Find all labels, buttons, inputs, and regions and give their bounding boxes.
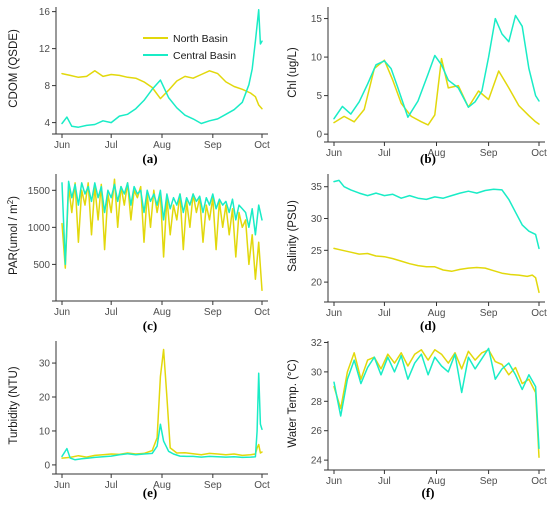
y-tick-label: 0 (44, 460, 50, 471)
y-axis-title: PAR(umol / m2) (6, 196, 21, 275)
x-tick-label: Jun (326, 308, 342, 319)
y-tick-label: 8 (44, 81, 50, 92)
x-tick-label: Jul (378, 308, 391, 319)
series-line-north-basin (333, 57, 540, 126)
panel-label: (c) (143, 318, 157, 333)
x-tick-label: Jul (378, 476, 391, 487)
y-tick-label: 20 (311, 278, 323, 289)
series-line-central-basin (333, 14, 540, 120)
series-line-north-basin (333, 247, 540, 294)
y-tick-label: 1500 (28, 186, 51, 197)
x-tick-label: Sep (204, 307, 222, 318)
legend-label-north-basin: North Basin (173, 33, 228, 45)
y-tick-label: 20 (39, 393, 51, 404)
panel-label: (f) (422, 485, 435, 500)
chart-panel-f: 24 26 28 30 32 Jun Jul Aug Sep Oct Water Temp. (°C… (287, 338, 547, 500)
series-line-central-basin (333, 179, 540, 250)
x-tick-label: Oct (531, 148, 547, 159)
y-tick-label: 30 (311, 367, 323, 378)
y-tick-label: 10 (311, 53, 323, 64)
x-tick-label: Jul (378, 148, 391, 159)
y-tick-label: 35 (311, 182, 323, 193)
y-axis-title: CDOM (QSDE) (8, 29, 20, 108)
y-tick-label: 10 (39, 426, 51, 437)
y-tick-label: 26 (311, 426, 323, 437)
chart-panel-d: 20 25 30 35 Jun Jul Aug Sep Oct Salinity (PSU) (d) (287, 174, 547, 333)
panel-label: (a) (142, 151, 157, 166)
panel-label: (d) (420, 318, 436, 333)
x-tick-label: Aug (153, 307, 171, 318)
series-line-central-basin (61, 9, 263, 128)
series-line-central-basin (61, 180, 263, 266)
x-tick-label: Jul (105, 480, 118, 491)
series-line-north-basin (333, 349, 540, 458)
y-tick-label: 32 (311, 338, 323, 349)
y-axis-title: Water Temp. (°C) (287, 359, 299, 447)
y-axis-title: Salinity (PSU) (287, 200, 299, 272)
x-tick-label: Aug (428, 148, 446, 159)
y-tick-label: 0 (316, 130, 322, 141)
x-tick-label: Oct (531, 476, 547, 487)
y-tick-label: 12 (39, 44, 51, 55)
chart-panel-c: 500 1000 1500 Jun Jul Aug Sep Oct PAR(umol / m2)… (6, 174, 270, 333)
x-tick-label: Sep (204, 480, 222, 491)
series-line-central-basin (333, 347, 540, 450)
y-tick-label: 15 (311, 14, 323, 25)
x-tick-label: Oct (254, 140, 270, 151)
series-line-north-basin (61, 70, 263, 110)
x-tick-label: Jun (54, 140, 70, 151)
x-tick-label: Aug (153, 480, 171, 491)
x-tick-label: Aug (428, 476, 446, 487)
series-line-north-basin (61, 178, 263, 292)
y-tick-label: 25 (311, 246, 323, 257)
x-tick-label: Oct (531, 308, 547, 319)
x-tick-label: Sep (480, 476, 498, 487)
chart-panel-e: 0 10 20 30 Jun Jul Aug Sep Oct Turbidity (NTU) (e) (8, 341, 270, 500)
x-tick-label: Sep (480, 308, 498, 319)
x-tick-label: Oct (254, 480, 270, 491)
x-tick-label: Aug (153, 140, 171, 151)
x-tick-label: Jul (105, 307, 118, 318)
x-tick-label: Sep (204, 140, 222, 151)
panels-group: 4 8 12 16 Jun Jul Aug Sep Oct CDOM (QSDE) (a) 0 5 10 1… (6, 7, 547, 500)
x-tick-label: Jun (326, 148, 342, 159)
y-tick-label: 28 (311, 397, 323, 408)
chart-legend: North Basin Central Basin (143, 33, 236, 62)
y-tick-label: 30 (311, 214, 323, 225)
y-tick-label: 500 (33, 260, 50, 271)
x-tick-label: Sep (480, 148, 498, 159)
panel-label: (e) (143, 485, 157, 500)
y-axis-title: Chl (ug/L) (287, 47, 299, 98)
x-tick-label: Jun (54, 480, 70, 491)
chart-panel-a: 4 8 12 16 Jun Jul Aug Sep Oct CDOM (QSDE) (a) (8, 7, 270, 166)
series-line-central-basin (61, 372, 263, 461)
panel-label: (b) (420, 151, 436, 166)
x-tick-label: Jun (326, 476, 342, 487)
legend-label-central-basin: Central Basin (173, 50, 236, 62)
x-tick-label: Oct (254, 307, 270, 318)
y-tick-label: 30 (39, 359, 51, 370)
y-tick-label: 16 (39, 7, 51, 18)
x-tick-label: Jun (54, 307, 70, 318)
x-tick-label: Aug (428, 308, 446, 319)
y-tick-label: 1000 (28, 223, 51, 234)
y-tick-label: 24 (311, 456, 323, 467)
y-axis-title: Turbidity (NTU) (8, 366, 20, 444)
y-tick-label: 4 (44, 118, 50, 129)
y-tick-label: 5 (316, 91, 322, 102)
chart-panel-b: 0 5 10 15 Jun Jul Aug Sep Oct Chl (ug/L) (b) (287, 7, 547, 166)
series-line-north-basin (61, 348, 263, 459)
x-tick-label: Jul (105, 140, 118, 151)
